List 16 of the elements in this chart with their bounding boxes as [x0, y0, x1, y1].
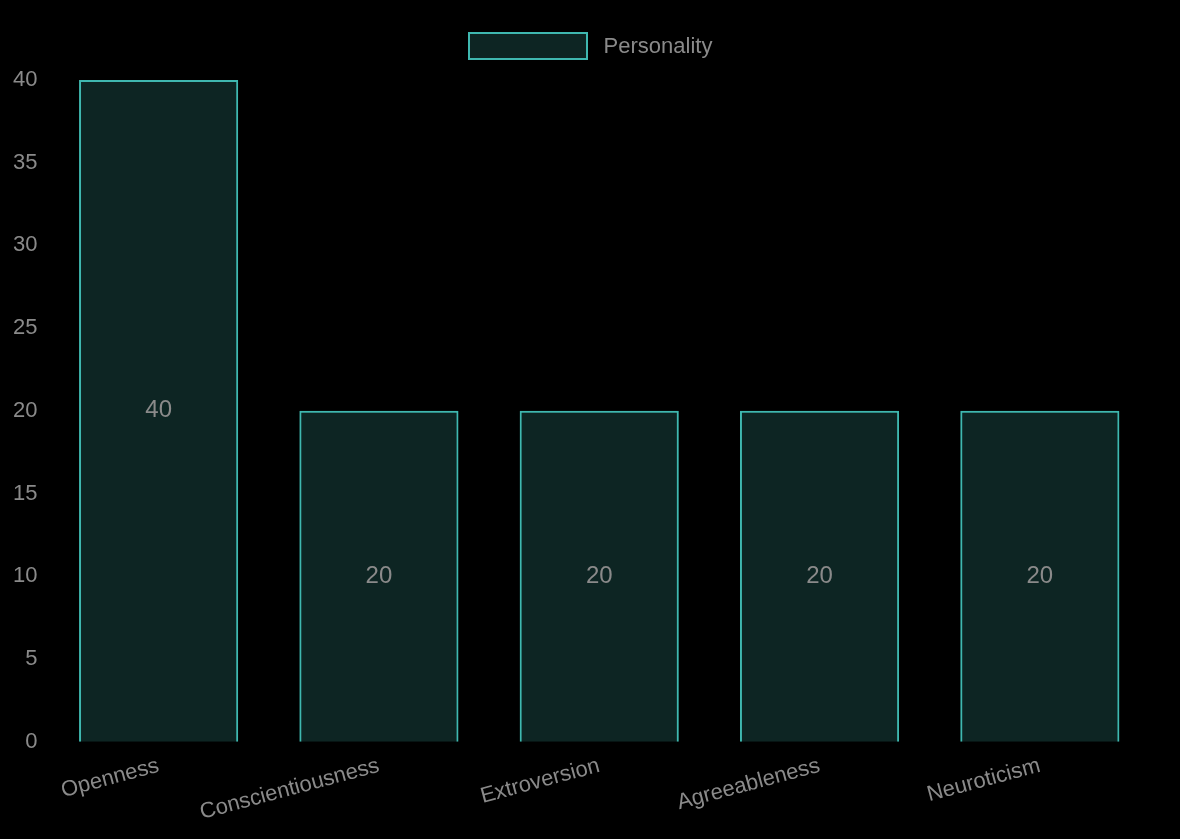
data-label: 20: [806, 560, 833, 588]
y-tick-label: 20: [12, 396, 38, 422]
data-label: 40: [145, 395, 172, 423]
data-label: 20: [585, 560, 613, 588]
x-tick-label: Openness: [58, 751, 162, 803]
y-tick-label: 15: [12, 479, 38, 505]
y-tick-label: 10: [12, 562, 38, 588]
y-tick-label: 0: [25, 727, 38, 753]
y-tick-label: 40: [12, 66, 38, 92]
data-label: 20: [1026, 560, 1054, 588]
data-label: 20: [365, 560, 393, 588]
text: Personality: [603, 33, 713, 59]
y-tick-label: 30: [12, 231, 38, 257]
y-tick-label: 35: [12, 148, 38, 174]
y-tick-label: 25: [12, 314, 38, 340]
y-tick-label: 5: [25, 645, 38, 671]
